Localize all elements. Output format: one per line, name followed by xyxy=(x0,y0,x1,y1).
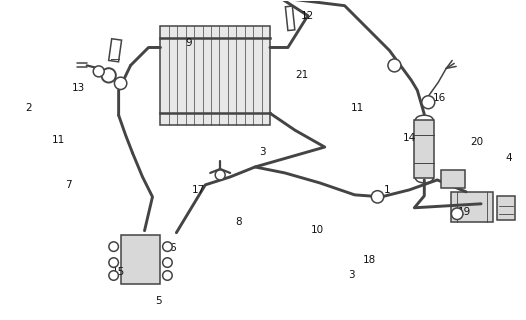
Text: 5: 5 xyxy=(155,296,162,306)
Circle shape xyxy=(371,191,383,203)
Circle shape xyxy=(115,77,127,90)
Bar xyxy=(451,192,493,222)
Circle shape xyxy=(163,271,172,280)
Text: 17: 17 xyxy=(191,185,205,195)
Circle shape xyxy=(102,68,116,83)
Text: 20: 20 xyxy=(470,137,483,147)
Text: 4: 4 xyxy=(505,153,512,163)
Text: 11: 11 xyxy=(351,103,364,113)
Circle shape xyxy=(93,66,104,77)
Bar xyxy=(120,235,160,284)
Circle shape xyxy=(109,242,118,252)
Text: 8: 8 xyxy=(235,217,241,227)
Circle shape xyxy=(109,271,118,280)
Text: 7: 7 xyxy=(66,180,72,190)
Bar xyxy=(497,196,515,220)
Text: 6: 6 xyxy=(169,243,176,252)
Text: 13: 13 xyxy=(72,83,85,93)
Text: 15: 15 xyxy=(112,267,125,276)
Circle shape xyxy=(215,170,225,180)
Text: 3: 3 xyxy=(348,269,355,279)
Circle shape xyxy=(451,208,463,220)
Text: 12: 12 xyxy=(301,11,315,20)
Bar xyxy=(109,39,122,62)
Text: 3: 3 xyxy=(259,147,265,157)
Text: 14: 14 xyxy=(403,133,416,143)
Circle shape xyxy=(388,59,401,72)
Bar xyxy=(286,6,295,31)
Circle shape xyxy=(109,258,118,267)
Text: 16: 16 xyxy=(432,93,446,103)
Bar xyxy=(414,120,434,178)
Bar xyxy=(160,26,270,125)
Circle shape xyxy=(422,96,435,109)
Text: 18: 18 xyxy=(363,255,376,265)
Bar xyxy=(441,170,465,188)
Circle shape xyxy=(163,258,172,267)
Text: 2: 2 xyxy=(26,103,32,113)
Text: 19: 19 xyxy=(458,207,471,217)
Text: 9: 9 xyxy=(185,37,191,47)
Circle shape xyxy=(163,242,172,252)
Text: 11: 11 xyxy=(52,135,66,145)
Text: 10: 10 xyxy=(311,225,325,235)
Text: 21: 21 xyxy=(295,70,308,80)
Text: 1: 1 xyxy=(384,185,391,195)
